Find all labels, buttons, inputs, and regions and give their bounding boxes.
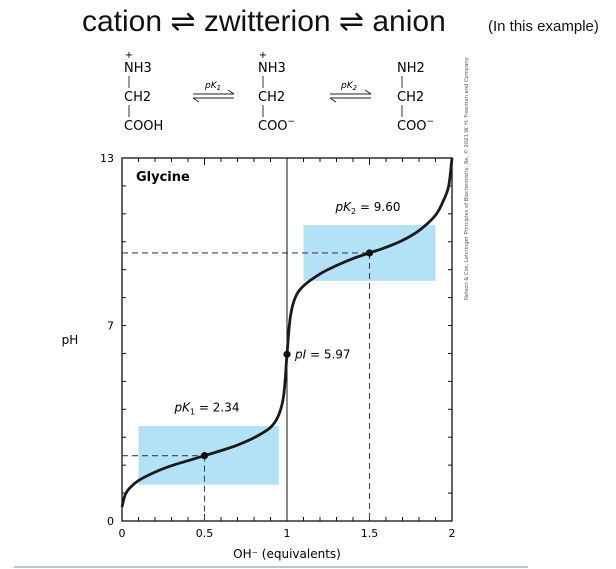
species-anion-amino: NH2 [397,61,425,76]
annotation-point [365,249,374,257]
species-cation-carbon: CH2 [124,90,151,105]
annotation-point [200,452,209,460]
chart-labels: 0 0.5 1 1.5 2 0 7 13 pK1 = 2.34 pK2 = 9.60 pI = 5.… [62,152,456,561]
x-tick-label: 0.5 [196,527,214,540]
y-tick-label: 7 [107,320,114,333]
figure-credit: Nelson & Cox, Lehninger Principles of Bi… [463,57,470,300]
panel-title: Glycine [136,170,190,185]
arrow-2-label: pK2 [340,81,358,92]
species-anion: NH2 CH2 COO− [397,61,434,134]
y-tick-label: 0 [107,515,114,528]
y-axis-label: pH [62,333,79,347]
y-tick-label: 13 [100,152,114,165]
annotation-point [283,350,291,358]
arrow-1-label: pK1 [204,81,221,92]
x-tick-label: 1.5 [361,527,379,540]
x-axis-label: OH⁻ (equivalents) [233,547,341,561]
equilibrium-equation: cation ⇌ zwitterion ⇌ anion [82,5,446,38]
species-cation-charge: + [125,50,133,61]
annotation-label: pI = 5.97 [294,347,351,361]
x-tick-label: 2 [449,527,456,540]
equilibrium-arrow-1: pK1 [192,81,235,103]
species-zwitterion-carboxyl: COO− [258,117,295,134]
guide-lines [122,252,371,521]
species-zwitterion-charge: + [259,50,267,61]
species-cation: + NH3 CH2 COOH [124,50,163,134]
species-zwitterion-amino: NH3 [258,61,286,76]
species-cation-carboxyl: COOH [124,119,163,134]
species-zwitterion-carbon: CH2 [258,90,285,105]
species-anion-carbon: CH2 [397,90,424,105]
annotation-points [200,249,374,460]
headline: cation ⇌ zwitterion ⇌ anion (In this exa… [0,4,616,44]
x-tick-label: 0 [119,527,126,540]
annotation-label: pK1 = 2.34 [174,401,240,417]
example-note: (In this example) [488,18,599,35]
species-cation-amino: NH3 [124,61,152,76]
reaction-scheme: + NH3 CH2 COOH pK1 + NH3 CH2 COO− pK2 [124,50,434,134]
species-anion-carboxyl: COO− [397,117,434,134]
annotation-label: pK2 = 9.60 [335,200,401,216]
x-tick-label: 1 [284,527,291,540]
species-zwitterion: + NH3 CH2 COO− [258,50,295,134]
equilibrium-arrow-2: pK2 [329,81,372,103]
